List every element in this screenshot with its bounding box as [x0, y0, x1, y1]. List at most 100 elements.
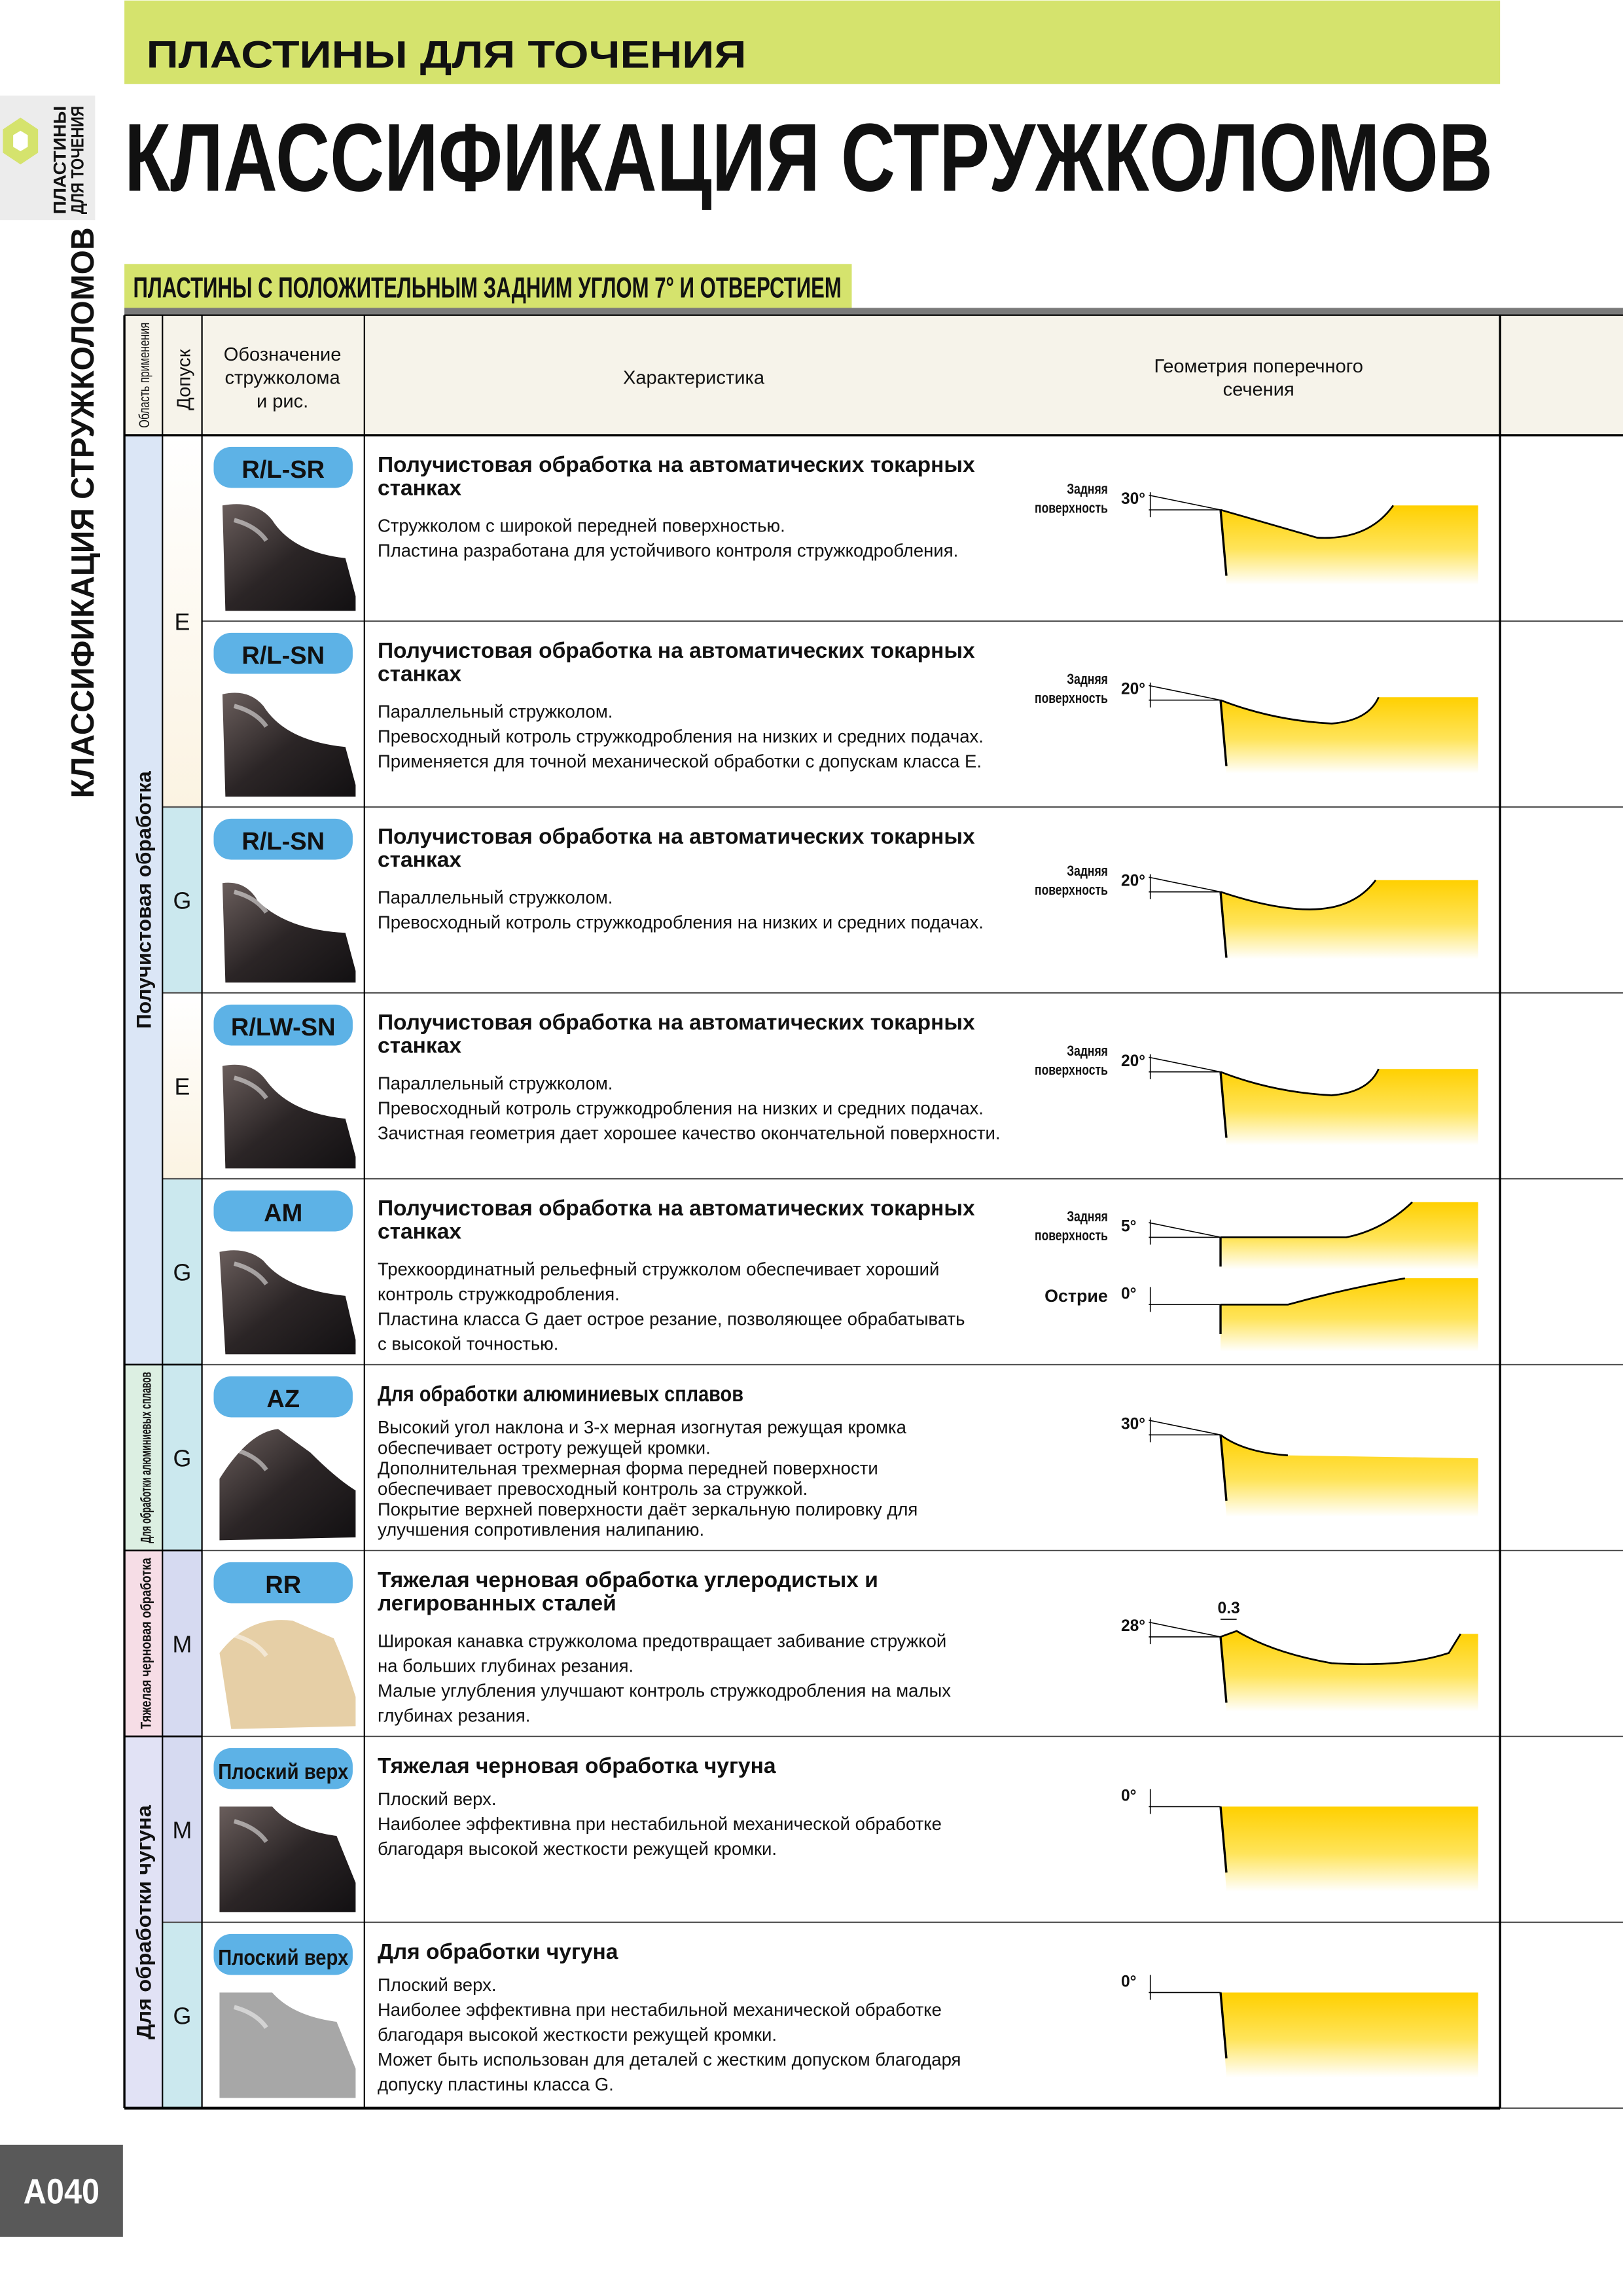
header-tolerance: Допуск [174, 349, 195, 410]
row-text: Наиболее эффективна при нестабильной мех… [378, 2000, 942, 2020]
row-text: благодаря высокой жесткости режущей кром… [378, 1839, 777, 1859]
section-profile [1221, 1278, 1478, 1352]
code-label: R/L-SR [241, 456, 325, 484]
insert-highlight [233, 2005, 268, 2030]
row-heading: Получистовая обработка на автоматических… [378, 639, 975, 663]
profile-top [1220, 1434, 1288, 1456]
side-title: КЛАССИФИКАЦИЯ СТРУЖКОЛОМОВ [65, 227, 101, 798]
row-heading: Тяжелая черновая обработка углеродистых … [378, 1568, 878, 1592]
row-heading: Получистовая обработка на автоматических… [378, 1196, 975, 1221]
section-profile [1221, 1806, 1478, 1892]
row-text: допуску пластины класса G. [378, 2074, 614, 2094]
tolerance-cell [162, 992, 202, 1179]
insert-image [222, 504, 356, 611]
area-label: Для обработки чугуна [132, 1804, 155, 2039]
area-cell [124, 435, 163, 1365]
profile-edge [1219, 1636, 1228, 1703]
row-text: контроль стружкодробления. [378, 1284, 620, 1304]
row-text: на больших глубинах резания. [378, 1656, 633, 1676]
header-code: и рис. [257, 391, 308, 412]
header-code: стружколома [225, 368, 341, 389]
header-geometry: Геометрия поперечного [1154, 356, 1363, 377]
code-label: AM [264, 1200, 302, 1227]
row-text: Наиболее эффективна при нестабильной мех… [378, 1814, 942, 1834]
angle-label: 20° [1121, 681, 1145, 698]
code-badge [213, 1376, 353, 1418]
geometry-label: Задняя [1067, 863, 1108, 879]
row-text: глубинах резания. [378, 1706, 530, 1726]
code-badge [213, 1004, 353, 1046]
row-heading: легированных сталей [378, 1592, 616, 1616]
row-text: обеспечивает остроту режущей кромки. [378, 1437, 711, 1458]
row-text: Превосходный котроль стружкодробления на… [378, 1098, 984, 1119]
section-profile [1221, 1435, 1478, 1517]
row-text: Стружколом с широкой передней поверхност… [378, 516, 785, 536]
angle-label: 0° [1121, 1973, 1137, 1990]
geometry-label: Задняя [1067, 671, 1108, 687]
profile-top [1221, 1277, 1406, 1306]
row-text: Плоский верх. [378, 1789, 497, 1809]
tolerance-label: G [173, 2003, 191, 2029]
insert-image [222, 692, 356, 797]
section-rule [124, 308, 1623, 315]
section-profile [1221, 1069, 1478, 1145]
angle-label: 20° [1121, 872, 1145, 890]
angle-label: 30° [1121, 490, 1145, 508]
table-body: Получистовая обработка E R/L-SR Получистова… [124, 435, 1478, 2108]
code-label: Плоский верх [218, 1760, 348, 1784]
row-heading: Получистовая обработка на автоматических… [378, 1011, 975, 1035]
code-badge [213, 1190, 353, 1232]
profile-top [1220, 879, 1377, 910]
angle-ref [1149, 685, 1221, 701]
row-text: Параллельный стружколом. [378, 888, 613, 908]
insert-highlight [233, 889, 268, 914]
row-text: Высокий угол наклона и 3-х мерная изогну… [378, 1417, 907, 1437]
section-title: ПЛАСТИНЫ С ПОЛОЖИТЕЛЬНЫМ ЗАДНИМ УГЛОМ 7°… [133, 272, 841, 304]
angle-label: 0° [1121, 1787, 1137, 1804]
row-text: Параллельный стружколом. [378, 1073, 613, 1094]
insert-highlight [233, 1447, 268, 1471]
profile-top [1221, 1201, 1413, 1238]
geometry-label: поверхность [1035, 499, 1108, 516]
angle-ref [1149, 876, 1221, 893]
insert-image [219, 1992, 356, 2098]
header-geometry: сечения [1223, 380, 1294, 401]
tolerance-label: G [173, 1259, 191, 1285]
angle-ref [1149, 1420, 1221, 1436]
row-text: Дополнительная трехмерная форма передней… [378, 1458, 878, 1479]
profile-top [1220, 1630, 1461, 1666]
row-text: с высокой точностью. [378, 1334, 558, 1354]
tolerance-label: M [173, 1817, 192, 1843]
row-heading: Получистовая обработка на автоматических… [378, 825, 975, 849]
header-code: Обозначение [224, 344, 342, 365]
insert-image [222, 882, 356, 983]
insert-highlight [233, 704, 268, 728]
area-label: Тяжелая черновая обработка [137, 1558, 154, 1729]
profile-edge [1219, 1992, 1228, 2059]
section-profile [1221, 505, 1478, 585]
insert-highlight [233, 1819, 268, 1844]
angle-ref [1149, 1056, 1221, 1073]
row-text: Пластина класса G дает острое резание, п… [378, 1309, 965, 1329]
geometry-label: Острие [1044, 1286, 1108, 1306]
angle-label: 5° [1121, 1217, 1137, 1235]
row-text: Малые углубления улучшают контроль струж… [378, 1681, 951, 1701]
code-label: R/LW-SN [231, 1014, 336, 1041]
code-badge [213, 1933, 353, 1975]
insert-image [219, 1429, 356, 1541]
row-text: Широкая канавка стружколома предотвращае… [378, 1631, 946, 1651]
section-profile [1221, 880, 1478, 960]
geometry-label: Задняя [1067, 1208, 1108, 1225]
geometry-label: поверхность [1035, 690, 1108, 706]
area-label: Получистовая обработка [132, 771, 155, 1029]
page-title: КЛАССИФИКАЦИЯ СТРУЖКОЛОМОВ [124, 103, 1493, 211]
area-cell [124, 1550, 163, 1736]
profile-edge [1219, 700, 1228, 766]
row-text: Может быть использован для деталей с жес… [378, 2049, 961, 2070]
geometry-label: Задняя [1067, 480, 1108, 497]
row-text: обеспечивает превосходный контроль за ст… [378, 1479, 808, 1499]
geometry-label: Задняя [1067, 1043, 1108, 1059]
row-heading: станках [378, 848, 461, 872]
geometry-label: поверхность [1035, 1227, 1108, 1244]
